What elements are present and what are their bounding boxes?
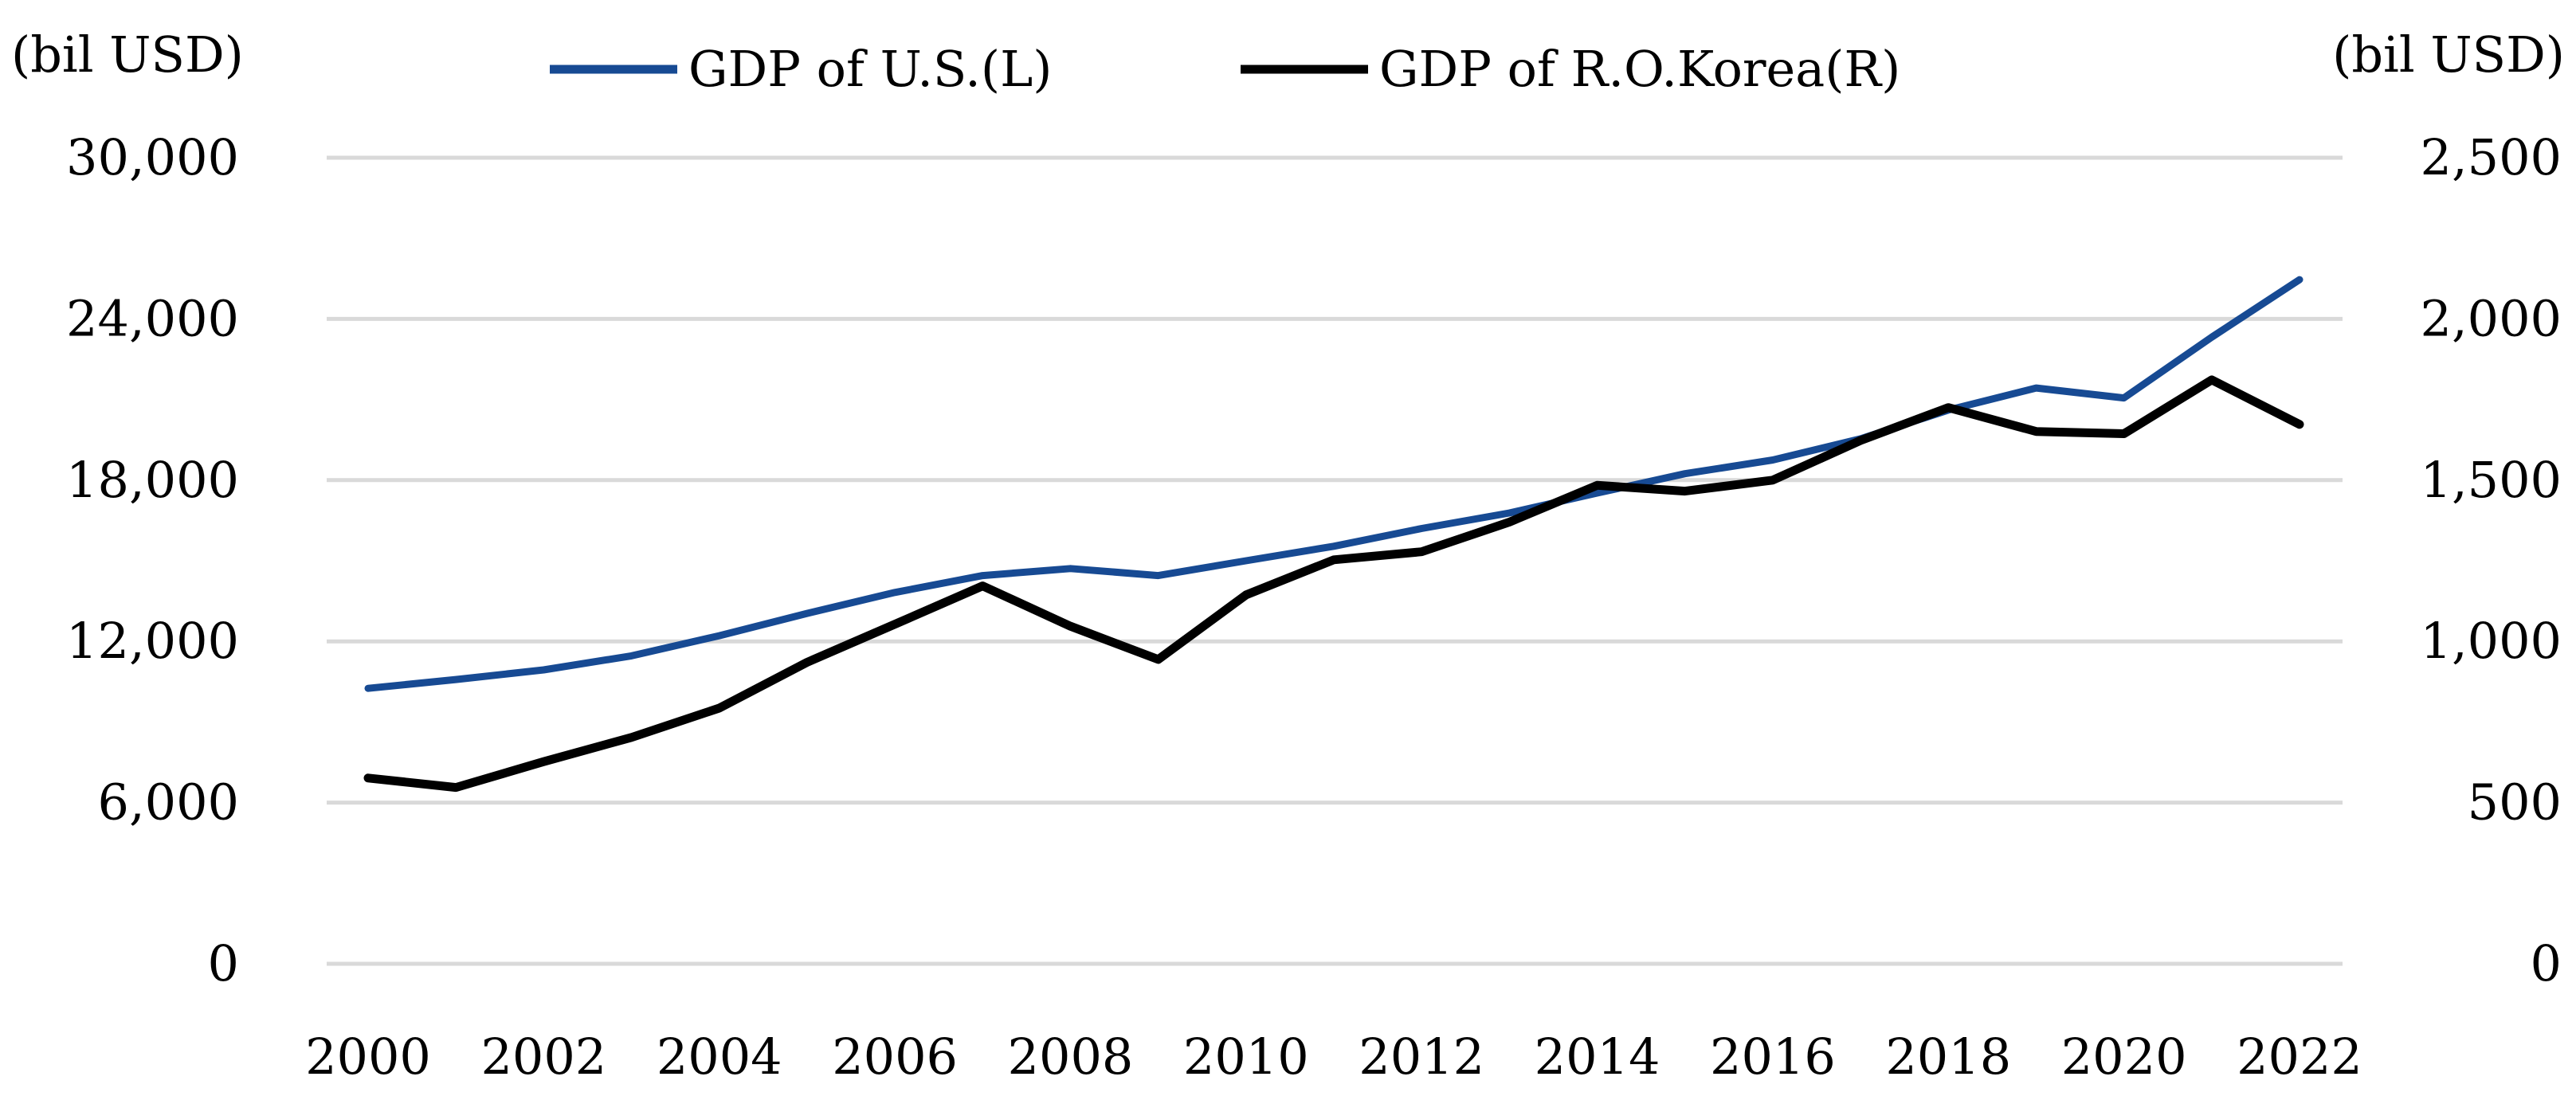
series-line-korea-gdp: [363, 375, 2304, 793]
x-tick-label: 2010: [1183, 1028, 1309, 1086]
left-y-tick-label: 30,000: [66, 128, 239, 186]
right-y-tick-label: 2,500: [2421, 128, 2562, 186]
right-y-tick-label: 1,500: [2421, 451, 2562, 509]
series-lines: [363, 276, 2304, 793]
left-y-tick-label: 0: [208, 934, 239, 992]
x-tick-label: 2000: [305, 1028, 431, 1086]
left-axis-unit-label: (bil USD): [11, 25, 244, 84]
series-line-us-gdp: [364, 276, 2304, 692]
right-y-tick-label: 1,000: [2421, 612, 2562, 670]
x-tick-label: 2008: [1008, 1028, 1134, 1086]
x-tick-label: 2002: [480, 1028, 606, 1086]
x-tick-label: 2020: [2061, 1028, 2187, 1086]
left-y-tick-label: 18,000: [66, 451, 239, 509]
left-y-tick-label: 6,000: [98, 773, 240, 832]
x-tick-label: 2016: [1710, 1028, 1836, 1086]
right-y-tick-label: 0: [2531, 934, 2562, 992]
left-y-tick-label: 12,000: [66, 612, 239, 670]
legend-label-us: GDP of U.S.(L): [688, 40, 1052, 98]
x-tick-label: 2014: [1535, 1028, 1660, 1086]
x-tick-label: 2018: [1885, 1028, 2011, 1086]
x-tick-label: 2004: [657, 1028, 782, 1086]
right-y-tick-label: 500: [2468, 773, 2562, 832]
x-tick-label: 2022: [2237, 1028, 2362, 1086]
left-y-tick-label: 24,000: [66, 289, 239, 347]
left-y-axis: 0 6,000 12,000 18,000 24,000 30,000: [66, 128, 239, 992]
x-tick-label: 2012: [1359, 1028, 1484, 1086]
x-tick-label: 2006: [832, 1028, 958, 1086]
right-y-axis: 0 500 1,000 1,500 2,000 2,500: [2421, 128, 2562, 992]
right-axis-unit-label: (bil USD): [2332, 25, 2565, 84]
x-axis: 2000 2002 2004 2006 2008 2010 2012 2014 2016 2018…: [305, 1028, 2362, 1086]
legend: GDP of U.S.(L) GDP of R.O.Korea(R): [550, 40, 1900, 98]
right-y-tick-label: 2,000: [2421, 289, 2562, 347]
legend-label-korea: GDP of R.O.Korea(R): [1379, 40, 1900, 98]
gridlines: [327, 155, 2343, 966]
